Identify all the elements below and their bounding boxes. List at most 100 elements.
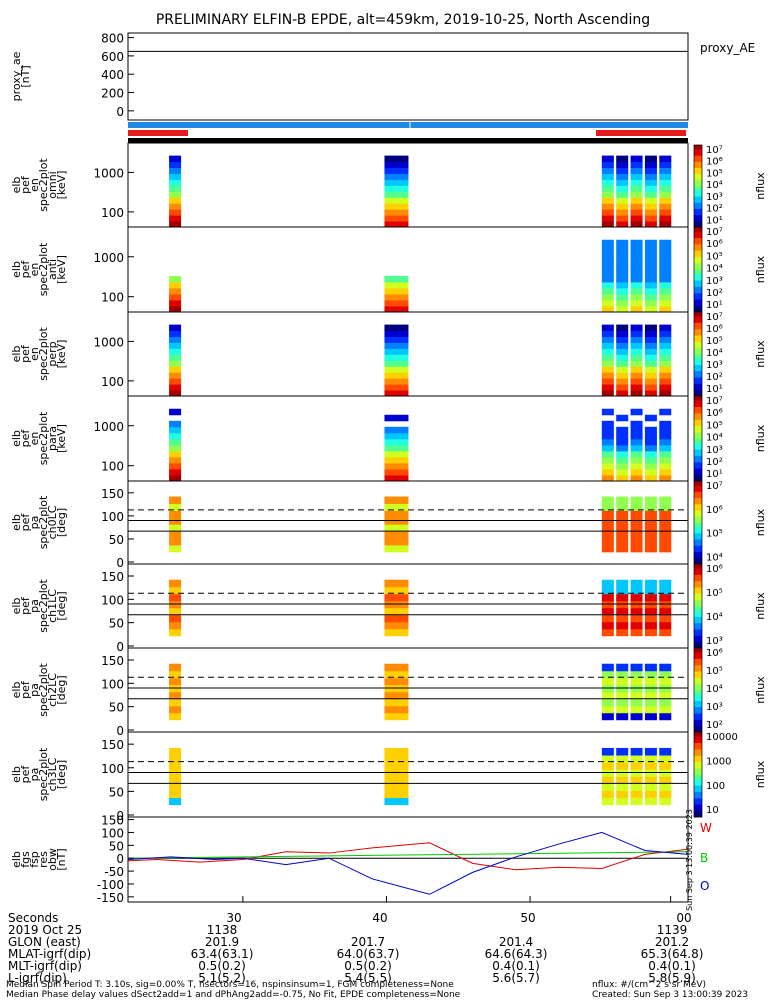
perp-cell	[630, 330, 643, 337]
colorbar-4-cell	[694, 510, 702, 513]
anti-cell	[601, 299, 614, 307]
ylabel-ch1LC-1: pef	[19, 596, 32, 615]
xaxis-row-label-5: L-igrf(dip)	[8, 971, 67, 985]
anti-cell	[169, 293, 182, 301]
omni-cell	[616, 173, 629, 180]
colorbar-7-cell	[694, 812, 702, 816]
omni-cell	[601, 191, 614, 198]
perp-cell	[644, 336, 657, 343]
colorbar-2-cell	[694, 339, 702, 342]
ylabel-ch1LC-5: [deg]	[55, 591, 68, 620]
para-cell	[169, 450, 182, 458]
para-cell	[616, 468, 629, 476]
anti-cell	[644, 251, 657, 259]
para-cell	[384, 468, 409, 476]
colorbar-1-cell	[694, 241, 702, 245]
perp-cell	[601, 366, 614, 373]
colorbar-7-cell	[694, 759, 702, 763]
colorbar-5-cell	[694, 574, 702, 577]
ch1LC-cell	[601, 614, 614, 623]
perp-cell	[616, 360, 629, 367]
colorbar-5-cell	[694, 589, 702, 592]
colorbar-6-cell	[694, 658, 702, 661]
fgs-vertical-stamp: Sun Sep 3 13:00:39 2023	[685, 809, 694, 911]
ch1LC-cell	[616, 586, 629, 595]
colorbar-7-cell	[694, 772, 702, 775]
status-bar-blue	[128, 122, 688, 128]
colorbar-2-cell	[694, 330, 702, 334]
ch3LC-cell	[384, 762, 409, 770]
omni-cell	[169, 161, 182, 168]
colorbar-2-cell	[694, 326, 702, 330]
colorbar-2-cell	[694, 379, 702, 382]
colorbar-3-cell	[694, 449, 702, 452]
ch3LC-cell	[630, 762, 643, 770]
colorbar-6-cell	[694, 698, 702, 701]
ch1LC-cell	[630, 621, 643, 630]
ch1LC-cell	[644, 621, 657, 630]
para-cell	[169, 432, 182, 440]
colorbar-0-cell	[694, 159, 702, 162]
perp-cell	[616, 378, 629, 385]
colorbar-5-cell	[694, 566, 702, 569]
colorbar-1-cell	[694, 235, 702, 239]
colorbar-4-cell	[694, 549, 702, 552]
colorbar-7-cell	[694, 774, 702, 778]
ch3LC-cell	[616, 776, 629, 784]
colorbar-3-cell	[694, 430, 702, 433]
ch1LC-cell	[644, 586, 657, 595]
anti-cell	[616, 239, 629, 247]
omni-cell	[644, 161, 657, 168]
colorbar-2-cell	[694, 366, 702, 370]
colorbar-7-cell	[694, 785, 702, 788]
omni-cell	[169, 179, 182, 186]
ylabel-perp-3: spec2plot	[37, 327, 50, 381]
ch1LC-cell	[601, 607, 614, 616]
colorbar-1-label: 10⁵	[706, 251, 723, 262]
ch3LC-cell	[644, 776, 657, 784]
para-cell	[630, 408, 643, 416]
colorbar-7-cell	[694, 814, 702, 818]
colorbar-4-cell	[694, 499, 702, 503]
omni-cell	[601, 215, 614, 222]
perp-cell	[659, 342, 672, 349]
omni-cell	[601, 197, 614, 204]
anti-cell	[644, 257, 657, 265]
colorbar-7-cell	[694, 780, 702, 784]
colorbar-2-cell	[694, 314, 702, 317]
ch1LC-cell	[630, 586, 643, 595]
colorbar-1-cell	[694, 229, 702, 232]
colorbar-4-cell	[694, 493, 702, 496]
colorbar-0-cell	[694, 202, 702, 205]
ch1LC-cell	[384, 586, 409, 595]
colorbar-5-cell	[694, 587, 702, 590]
perp-cell	[659, 348, 672, 355]
anti-cell	[659, 239, 672, 247]
omni-cell	[644, 173, 657, 180]
colorbar-1-cell	[694, 297, 702, 300]
colorbar-0-cell	[694, 206, 702, 209]
colorbar-2-label: 10¹	[706, 384, 723, 395]
colorbar-1-cell	[694, 231, 702, 234]
xaxis-value-1-4: 5.4(5.5)	[344, 971, 392, 985]
colorbar-6-cell	[694, 650, 702, 653]
fgs-legend-O: O	[700, 879, 709, 893]
para-cell	[616, 474, 629, 482]
omni-cell	[630, 161, 643, 168]
colorbar-5-cell	[694, 618, 702, 622]
fgs-tick-label: 0	[116, 852, 124, 866]
omni-cell	[659, 167, 672, 174]
omni-cell	[659, 203, 672, 210]
colorbar-6-cell	[694, 662, 702, 666]
colorbar-2-cell	[694, 347, 702, 351]
perp-cell	[644, 366, 657, 373]
colorbar-4-cell	[694, 491, 702, 494]
para-cell	[659, 468, 672, 476]
ch2LC-cell	[644, 670, 657, 679]
colorbar-3-cell	[694, 410, 702, 414]
ch0LC-cell	[169, 524, 182, 532]
anti-cell	[616, 305, 629, 313]
colorbar-6-cell	[694, 729, 702, 733]
ch1LC-cell	[659, 579, 672, 588]
perp-cell	[601, 384, 614, 391]
